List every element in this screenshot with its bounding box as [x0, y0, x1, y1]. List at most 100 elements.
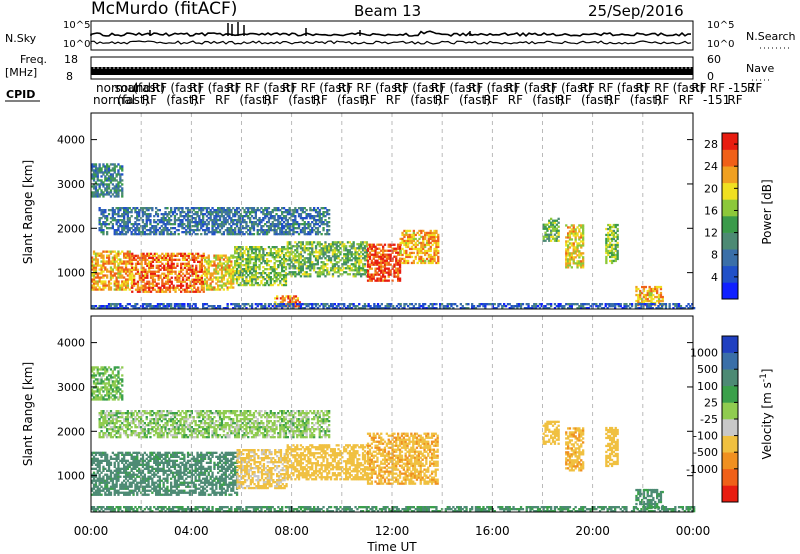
data-cell — [294, 227, 297, 230]
data-cell — [237, 219, 240, 222]
data-cell — [403, 233, 406, 237]
data-cell — [186, 209, 190, 212]
data-cell — [614, 305, 617, 308]
data-cell — [166, 266, 170, 269]
data-cell — [607, 243, 610, 247]
data-cell — [173, 207, 177, 210]
data-cell — [345, 307, 348, 310]
data-cell — [192, 209, 195, 212]
data-cell — [600, 307, 604, 310]
data-cell — [372, 261, 375, 264]
data-cell — [303, 259, 306, 262]
data-cell — [501, 305, 504, 308]
data-cell — [393, 249, 396, 252]
data-cell — [249, 256, 252, 259]
data-cell — [149, 290, 153, 293]
data-cell — [291, 301, 294, 304]
data-cell — [134, 211, 137, 214]
data-cell — [350, 255, 353, 258]
data-cell — [107, 187, 111, 190]
data-cell — [614, 239, 617, 243]
data-cell — [197, 290, 200, 293]
data-cell — [399, 259, 402, 263]
data-cell — [264, 223, 267, 226]
data-cell — [372, 253, 375, 256]
data-cell — [98, 183, 101, 186]
data-cell — [91, 163, 94, 166]
data-cell — [600, 303, 604, 306]
data-cell — [516, 307, 519, 310]
data-cell — [104, 179, 107, 182]
data-cell — [595, 303, 598, 306]
data-cell — [180, 286, 183, 289]
data-cell — [672, 307, 675, 310]
data-cell — [587, 307, 590, 310]
data-cell — [157, 282, 160, 285]
data-cell — [610, 239, 614, 243]
data-cell — [565, 260, 568, 263]
data-cell — [309, 241, 312, 244]
data-cell — [277, 305, 280, 308]
data-cell — [181, 211, 184, 214]
data-cell — [348, 307, 351, 310]
data-cell — [92, 272, 96, 275]
data-cell — [578, 307, 581, 310]
data-cell — [104, 282, 107, 285]
data-cell — [237, 258, 240, 261]
data-cell — [153, 227, 156, 230]
data-cell — [617, 303, 620, 306]
data-cell — [166, 223, 169, 226]
data-cell — [237, 303, 240, 306]
data-cell — [230, 211, 233, 214]
data-cell — [207, 288, 210, 291]
data-cell — [297, 207, 301, 210]
data-cell — [266, 268, 269, 271]
data-cell — [134, 217, 137, 220]
data-cell — [198, 229, 201, 232]
data-cell — [145, 305, 148, 308]
data-cell — [625, 307, 628, 310]
data-cell — [131, 272, 134, 275]
data-cell — [375, 305, 378, 308]
data-cell — [279, 215, 282, 218]
data-cell — [548, 307, 551, 310]
data-cell — [113, 167, 116, 170]
data-cell — [324, 211, 327, 214]
data-cell — [178, 252, 181, 255]
data-cell — [140, 264, 143, 267]
data-cell — [316, 259, 319, 262]
data-cell — [296, 231, 299, 234]
data-cell — [168, 303, 171, 306]
data-cell — [156, 303, 160, 306]
data-cell — [123, 252, 126, 255]
data-cell — [252, 248, 256, 251]
data-cell — [335, 267, 338, 270]
data-cell — [437, 259, 440, 263]
data-cell — [269, 252, 272, 255]
data-cell — [313, 223, 316, 226]
data-cell — [314, 249, 318, 252]
data-cell — [142, 290, 145, 293]
data-cell — [243, 227, 246, 230]
data-cell — [607, 253, 610, 257]
data-cell — [574, 228, 577, 231]
data-cell — [100, 307, 103, 310]
data-cell — [134, 209, 137, 212]
data-cell — [147, 207, 150, 210]
data-cell — [162, 221, 165, 224]
data-cell — [113, 177, 116, 180]
data-cell — [149, 303, 152, 306]
data-cell — [128, 221, 131, 224]
data-cell — [433, 307, 436, 310]
data-cell — [106, 223, 109, 226]
data-cell — [693, 307, 696, 310]
data-cell — [117, 229, 120, 232]
data-cell — [185, 254, 188, 257]
data-cell — [254, 223, 257, 226]
data-cell — [153, 284, 156, 287]
data-cell — [203, 274, 207, 277]
power-colorbar-label: Power [dB] — [760, 179, 774, 244]
data-cell — [177, 207, 180, 210]
data-cell — [91, 262, 94, 265]
data-cell — [425, 231, 429, 235]
